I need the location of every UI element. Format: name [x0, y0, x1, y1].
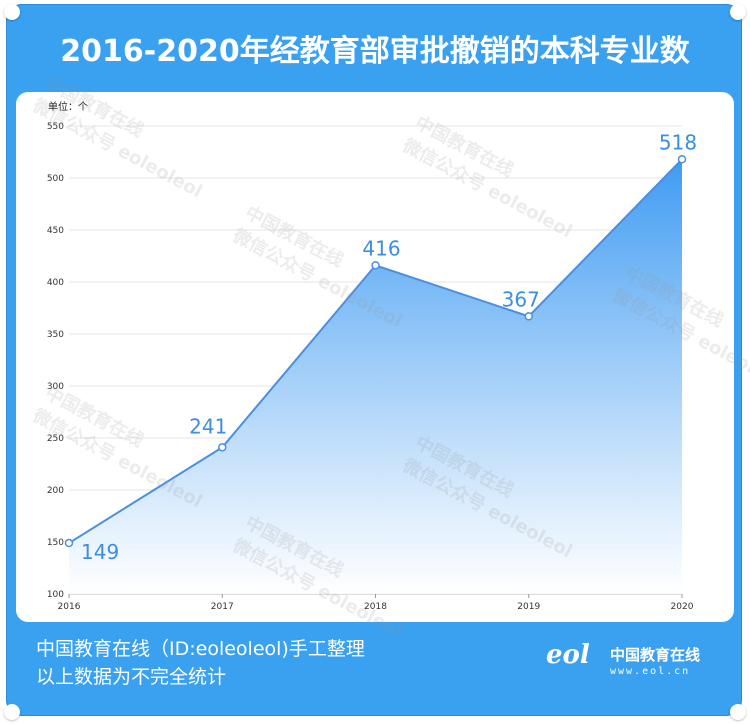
- data-points: [64, 155, 687, 548]
- pin-bottom-right: [730, 704, 746, 720]
- pin-top-right: [730, 4, 746, 20]
- data-label: 149: [81, 540, 119, 564]
- unit-label: 单位：个: [48, 102, 88, 113]
- data-label: 367: [502, 287, 540, 311]
- y-axis-ticks: 100 150 200 250 300 350 400 450 500 550: [47, 122, 64, 600]
- data-point: [677, 155, 687, 164]
- logo-url: www.eol.cn: [610, 666, 691, 677]
- y-tick-label: 550: [47, 122, 64, 132]
- y-tick-label: 100: [47, 590, 64, 600]
- x-tick-label: 2017: [211, 602, 234, 612]
- footer-source: 中国教育在线（ID:eoleoleol)手工整理: [36, 638, 365, 660]
- x-tick-label: 2016: [58, 602, 81, 612]
- data-point: [371, 261, 380, 270]
- pin-top-left: [4, 4, 20, 20]
- chart-title: 2016-2020年经教育部审批撤销的本科专业数: [60, 34, 690, 69]
- data-label: 518: [659, 130, 697, 154]
- y-tick-label: 350: [47, 330, 64, 340]
- y-tick-label: 500: [47, 174, 64, 184]
- data-point: [64, 538, 74, 548]
- x-tick-label: 2018: [364, 602, 387, 612]
- data-label: 416: [362, 236, 400, 260]
- x-axis-ticks: 2016 2017 2018 2019 2020: [58, 594, 694, 612]
- x-tick-label: 2020: [671, 602, 694, 612]
- y-tick-label: 200: [47, 486, 64, 496]
- area-fill: [69, 159, 682, 594]
- data-point: [218, 443, 227, 452]
- eol-logo: eol 中国教育在线 www.eol.cn: [546, 640, 726, 684]
- y-tick-label: 400: [47, 278, 64, 288]
- pin-bottom-left: [4, 704, 20, 720]
- y-tick-label: 250: [47, 434, 64, 444]
- logo-mark: eol: [546, 640, 590, 670]
- y-tick-label: 450: [47, 226, 64, 236]
- y-tick-label: 300: [47, 382, 64, 392]
- data-labels: 149 241 416 367 518: [81, 130, 697, 564]
- data-label: 241: [189, 414, 227, 438]
- y-tick-label: 150: [47, 538, 64, 548]
- footer-note: 以上数据为不完全统计: [36, 666, 227, 688]
- data-point: [524, 312, 533, 321]
- x-tick-label: 2019: [517, 602, 540, 612]
- logo-name: 中国教育在线: [610, 646, 701, 664]
